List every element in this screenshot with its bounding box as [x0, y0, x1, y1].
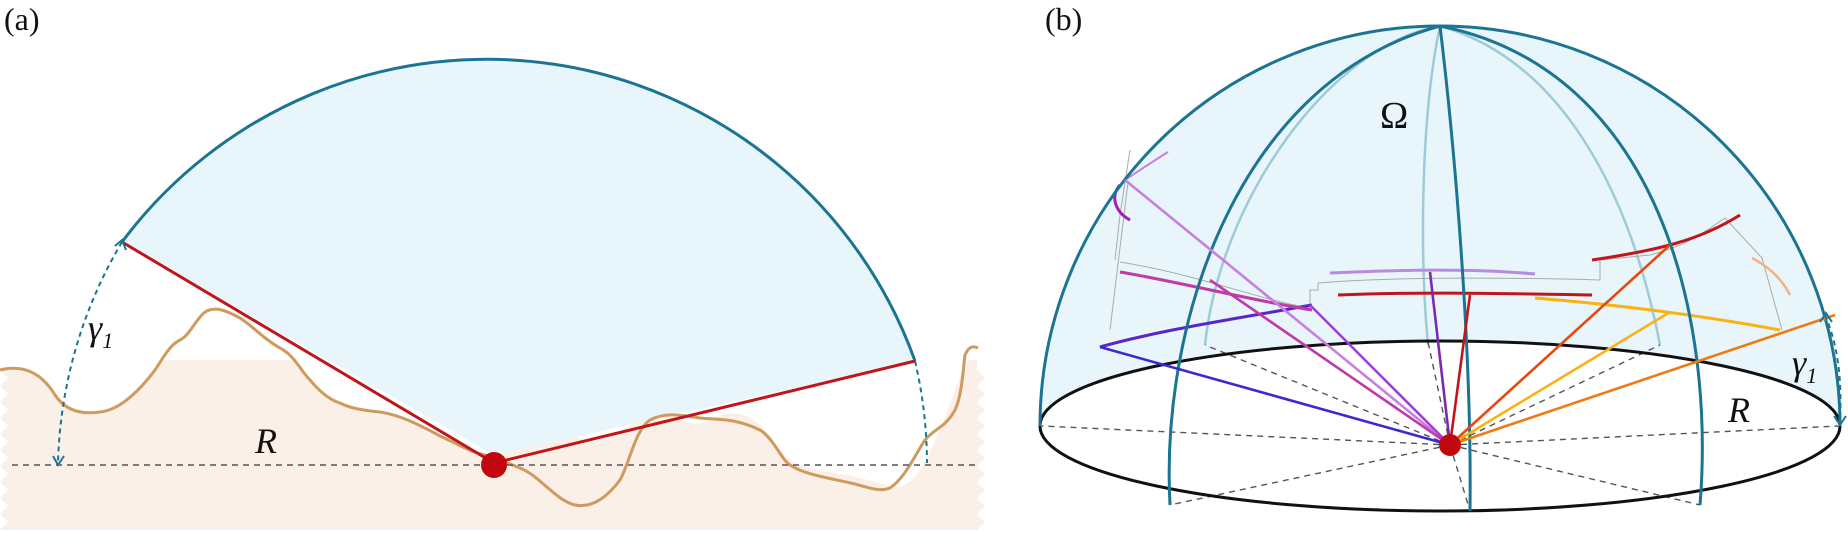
dome-base-fill: [1040, 341, 1840, 511]
horizon-arc-7: [1591, 213, 1741, 262]
horizon-curtain: [1109, 149, 1783, 331]
meridian-dark-1: [1167, 24, 1441, 506]
gamma-arrow-b-bottom: [1833, 415, 1847, 427]
gamma-label-b: γ1: [1792, 343, 1817, 388]
observer-point-a: [481, 452, 507, 478]
horizon-arc-4: [1124, 151, 1169, 181]
gamma-label-a: γ1: [88, 308, 113, 353]
horizon-rays: [1099, 178, 1836, 447]
gamma-arc-right-b: [1824, 314, 1842, 421]
panel-a-label: (a): [4, 1, 40, 37]
meridian-dark-2: [1438, 25, 1472, 512]
horizon-arc-5: [1329, 268, 1536, 276]
meridian-light-2: [1421, 25, 1442, 346]
horizon-ray-right: [493, 359, 916, 465]
visible-sky-sector: [122, 59, 915, 455]
horizon-arc-8: [1534, 296, 1781, 332]
horizon-arc-2: [1119, 270, 1313, 312]
dome-outline: [1038, 24, 1842, 427]
meridian-light-3: [1439, 24, 1662, 346]
panel-b-label: (b): [1045, 1, 1082, 37]
gamma-arrow-left-bottom: [52, 455, 65, 467]
dome-body: [1040, 26, 1840, 426]
omega-label: Ω: [1380, 95, 1408, 137]
meridian-dark-3: [1439, 24, 1704, 506]
base-radials: [1041, 341, 1839, 512]
horizon-ray-left: [121, 240, 495, 465]
radius-label-b: R: [1727, 390, 1750, 430]
radius-label-a: R: [254, 421, 277, 461]
observer-point-b: [1439, 434, 1461, 456]
horizon-arc-6: [1337, 291, 1593, 297]
dome-arc: [120, 57, 917, 362]
gamma-arrow-left-top: [114, 238, 127, 251]
gamma-arrow-b-top: [1819, 311, 1833, 323]
panel-b: (b): [1038, 1, 1847, 513]
gamma-arc-left: [57, 241, 123, 464]
panel-a: (a) γ1 R: [0, 1, 985, 530]
horizon-arc-9: [1751, 256, 1792, 296]
